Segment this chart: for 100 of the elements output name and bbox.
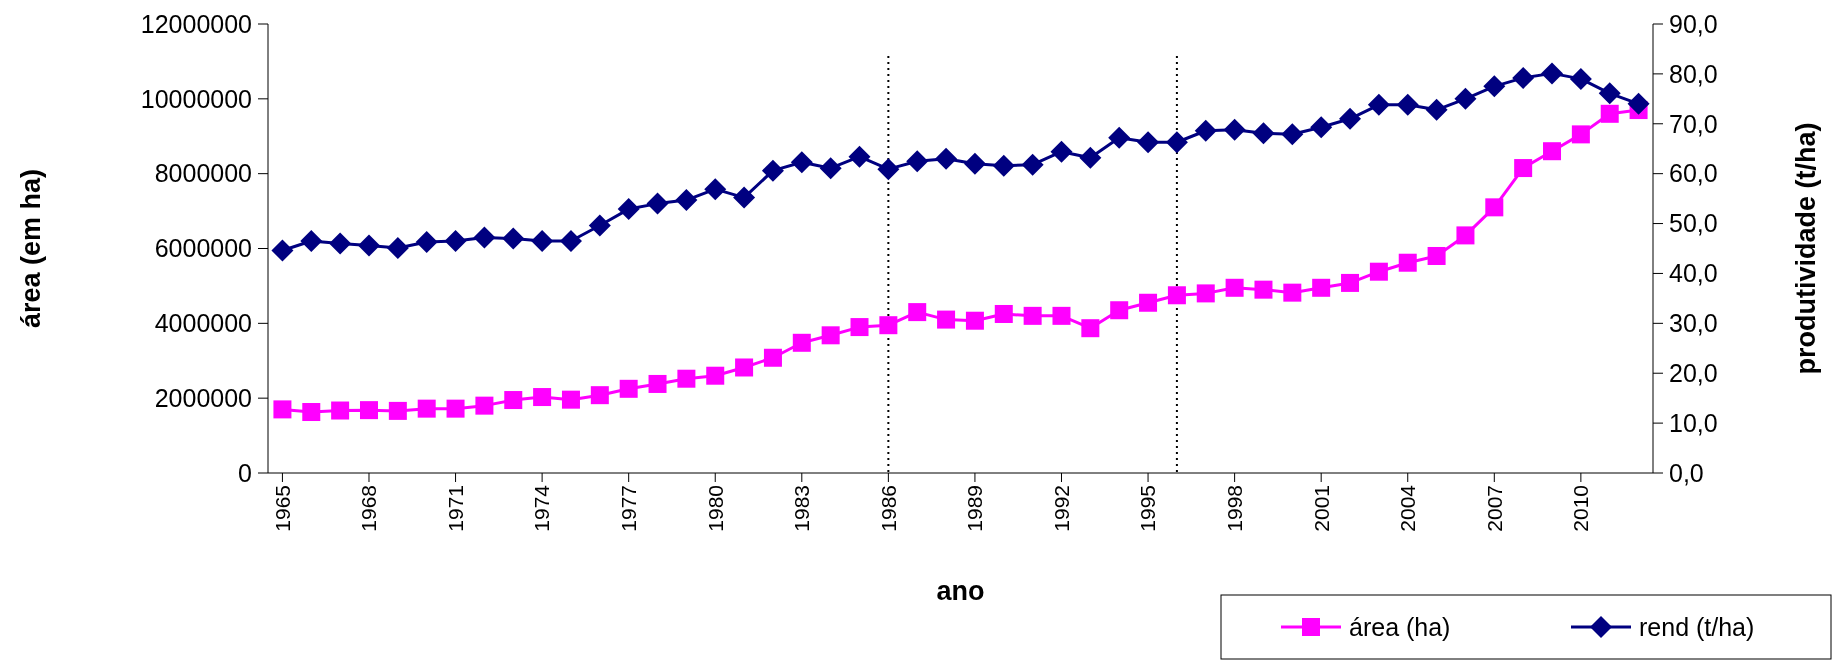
point xyxy=(271,239,294,262)
x-tick-label: 1965 xyxy=(270,485,294,532)
point xyxy=(704,178,727,201)
x-tick-label: 1992 xyxy=(1049,485,1073,532)
point xyxy=(300,230,323,253)
point xyxy=(1108,126,1131,149)
point xyxy=(1456,226,1475,245)
point xyxy=(790,151,813,174)
point xyxy=(648,374,667,393)
point xyxy=(935,147,958,170)
point xyxy=(1283,283,1302,302)
y-axis-title: área (em ha) xyxy=(16,168,46,329)
y2-tick-label: 0,0 xyxy=(1669,458,1704,487)
point xyxy=(908,303,927,322)
point xyxy=(590,386,609,405)
point xyxy=(1196,284,1215,303)
point xyxy=(531,230,554,253)
x-tick-label: 1974 xyxy=(530,484,554,532)
point xyxy=(1512,66,1535,89)
point xyxy=(386,237,409,259)
point xyxy=(1023,306,1042,325)
y-tick-label: 10000000 xyxy=(140,84,252,113)
x-tick-label: 1977 xyxy=(617,485,641,532)
point xyxy=(1598,82,1621,105)
y2-tick-label: 20,0 xyxy=(1669,358,1718,387)
point xyxy=(331,401,350,420)
point xyxy=(1427,246,1446,265)
point xyxy=(1485,198,1504,217)
point xyxy=(1021,153,1044,176)
y2-axis-title: produtividade (t/ha) xyxy=(1791,122,1821,375)
y2-tick-label: 50,0 xyxy=(1669,209,1718,238)
point xyxy=(792,333,811,352)
point xyxy=(1225,278,1244,297)
y2-tick-label: 10,0 xyxy=(1669,408,1718,437)
point xyxy=(475,396,494,415)
point xyxy=(1165,131,1188,154)
y-tick-label: 2000000 xyxy=(154,383,252,412)
point xyxy=(359,401,378,420)
point xyxy=(819,157,842,180)
point xyxy=(646,192,669,215)
point xyxy=(1396,93,1419,116)
point xyxy=(273,400,292,419)
point xyxy=(733,186,756,209)
point xyxy=(502,227,525,250)
x-tick-label: 2001 xyxy=(1309,485,1333,532)
point xyxy=(533,388,552,407)
x-axis-title: ano xyxy=(936,576,985,606)
point xyxy=(588,214,611,237)
point xyxy=(937,310,956,329)
point xyxy=(1310,116,1333,139)
point xyxy=(1110,301,1129,320)
point xyxy=(735,358,754,377)
point xyxy=(1541,62,1564,85)
point xyxy=(675,189,698,212)
point xyxy=(1254,280,1273,299)
point xyxy=(1081,319,1100,338)
point xyxy=(1425,98,1448,121)
point xyxy=(1079,146,1102,169)
point xyxy=(848,145,871,168)
point xyxy=(561,390,580,409)
x-tick-label: 1983 xyxy=(790,485,814,532)
point xyxy=(617,198,640,221)
point xyxy=(1137,131,1160,154)
x-tick-label: 2004 xyxy=(1396,484,1420,532)
point xyxy=(1627,92,1650,115)
point xyxy=(357,234,380,257)
point xyxy=(994,304,1013,323)
point xyxy=(446,399,465,418)
legend-label: rend (t/ha) xyxy=(1639,612,1755,641)
point xyxy=(706,366,725,385)
point xyxy=(1312,278,1331,297)
point xyxy=(1339,107,1362,130)
point xyxy=(1223,118,1246,141)
point xyxy=(963,152,986,175)
point xyxy=(417,399,436,418)
point xyxy=(1052,306,1071,325)
point xyxy=(473,226,496,249)
x-tick-label: 1989 xyxy=(963,485,987,532)
y-tick-label: 6000000 xyxy=(154,234,252,263)
x-tick-label: 1980 xyxy=(703,485,727,532)
y-tick-label: 8000000 xyxy=(154,159,252,188)
point xyxy=(559,230,582,253)
point xyxy=(1369,262,1388,281)
point xyxy=(906,150,929,173)
legend-label: área (ha) xyxy=(1349,612,1451,641)
point xyxy=(1569,67,1592,90)
y2-tick-label: 40,0 xyxy=(1669,259,1718,288)
point xyxy=(504,391,523,410)
point xyxy=(763,348,782,367)
point xyxy=(444,230,467,253)
point xyxy=(329,232,352,255)
point xyxy=(879,316,898,335)
point xyxy=(1252,122,1275,145)
point xyxy=(302,403,321,422)
point xyxy=(1139,293,1158,312)
y2-tick-label: 30,0 xyxy=(1669,309,1718,338)
point xyxy=(1341,273,1360,292)
x-tick-label: 1968 xyxy=(357,485,381,532)
point xyxy=(877,158,900,181)
point xyxy=(1281,123,1304,146)
